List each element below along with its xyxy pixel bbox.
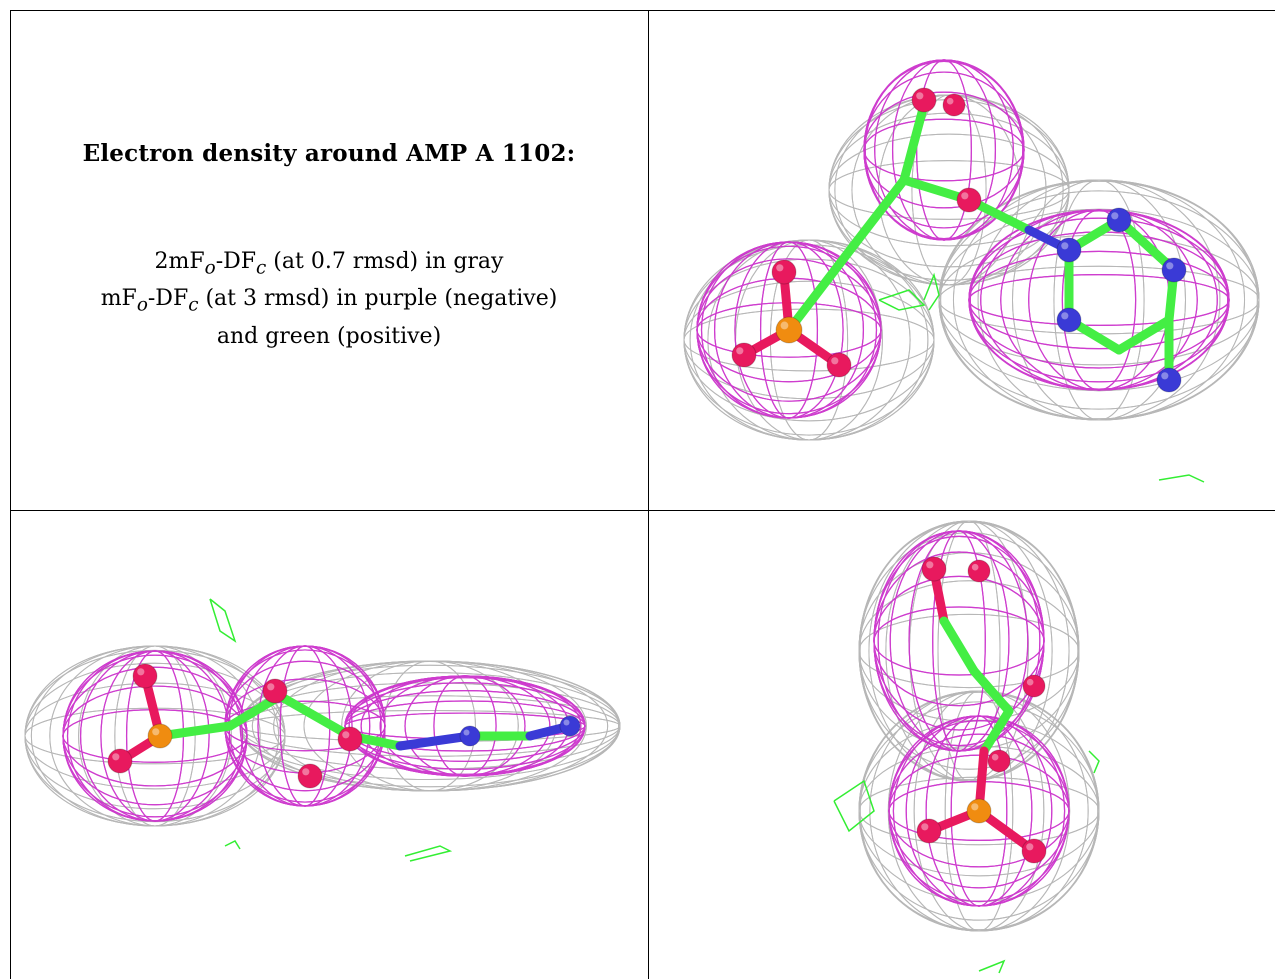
- legend-line-fofc: mFo-DFc (at 3 rmsd) in purple (negative): [10, 283, 648, 320]
- legend-2fofc-sub-o: o: [204, 257, 216, 279]
- atom-n3: [1056, 307, 1082, 333]
- bond-p-c5: [784, 240, 859, 335]
- legend-2fofc-mid: -DF: [215, 249, 257, 274]
- legend-2fofc-prefix: 2mF: [154, 249, 205, 274]
- border-left: [10, 10, 11, 979]
- density-view-side-icon: [24, 598, 621, 862]
- legend-line-2fofc: 2mFo-DFc (at 0.7 rmsd) in gray: [10, 246, 648, 283]
- legend-fofc-sub-o: o: [136, 294, 148, 316]
- purple-mesh-ribose: [863, 59, 1025, 241]
- purple-mesh-phosphate: [888, 715, 1070, 907]
- atom-o3: [921, 556, 947, 582]
- atom-o2p: [1021, 838, 1047, 864]
- atom-o4: [956, 187, 982, 213]
- gray-mesh-base: [938, 179, 1260, 421]
- atom-n1: [1161, 257, 1187, 283]
- atom-o1p: [132, 663, 158, 689]
- atom-o2p: [731, 342, 757, 368]
- atom-o3: [297, 763, 323, 789]
- view-side-cell: [10, 511, 648, 979]
- legend-fofc-mid: -DF: [147, 286, 189, 312]
- bond-c-c2: [969, 666, 1014, 716]
- legend-line-colors: and green (positive): [216, 323, 442, 349]
- view-front-cell: [649, 10, 1275, 510]
- atom-o4: [337, 726, 363, 752]
- bond-c-o: [979, 706, 1014, 756]
- bond-c4-c1: [275, 691, 355, 741]
- bond-c8-n1: [1114, 215, 1179, 275]
- border-top: [10, 10, 1275, 11]
- atom-phosphorus: [966, 798, 992, 824]
- purple-mesh-base: [968, 209, 1230, 391]
- bond-ring-a: [395, 731, 475, 751]
- atom-n7: [1106, 207, 1132, 233]
- atom-n7: [459, 725, 481, 747]
- purple-mesh-phosphate: [62, 650, 248, 822]
- atom-n6: [1156, 367, 1182, 393]
- atom-phosphorus: [775, 316, 803, 344]
- atom-o5: [987, 749, 1011, 773]
- green-blob-3: [224, 840, 241, 850]
- caption-title: Electron density around AMP A 1102:: [82, 140, 576, 167]
- atom-o1p: [916, 818, 942, 844]
- legend-fofc-suffix: (at 3 rmsd) in purple (negative): [198, 286, 558, 312]
- green-blob-1: [878, 289, 926, 311]
- green-blob-1: [833, 779, 875, 833]
- view-top-cell: [649, 511, 1275, 979]
- atom-n9: [1056, 237, 1082, 263]
- legend-2fofc-sub-c: c: [256, 257, 267, 279]
- green-blob-2: [923, 272, 940, 311]
- purple-mesh-ribose: [873, 530, 1045, 752]
- border-middle-horizontal: [10, 510, 1275, 511]
- green-blob-3: [978, 959, 1006, 974]
- purple-mesh-phosphate: [696, 241, 882, 419]
- density-view-front-icon: [683, 59, 1260, 483]
- atom-o4: [1022, 674, 1046, 698]
- bond-c5b-c6: [1114, 315, 1174, 355]
- legend-2fofc-suffix: (at 0.7 rmsd) in gray: [266, 249, 504, 274]
- atom-o2: [967, 559, 991, 583]
- green-blob-1: [209, 598, 237, 643]
- bond-c5-c4: [849, 175, 909, 250]
- atom-o3p: [826, 352, 852, 378]
- green-blob-2: [404, 845, 453, 862]
- atom-o3: [911, 87, 937, 113]
- atom-o2: [942, 93, 966, 117]
- density-view-top-icon: [833, 520, 1100, 974]
- green-blob-2: [1088, 750, 1100, 774]
- bond-c-c: [939, 616, 979, 676]
- atom-n1: [559, 715, 581, 737]
- caption-cell: Electron density around AMP A 1102: 2mFo…: [10, 10, 648, 510]
- caption-legend: 2mFo-DFc (at 0.7 rmsd) in gray mFo-DFc (…: [10, 246, 648, 352]
- atom-o5: [262, 678, 288, 704]
- legend-fofc-sub-c: c: [188, 294, 199, 316]
- legend-fofc-prefix: mF: [100, 286, 137, 312]
- atom-phosphorus: [147, 723, 173, 749]
- atom-o1p: [771, 259, 797, 285]
- green-blob-3: [1158, 474, 1205, 483]
- border-middle-vertical: [648, 10, 649, 979]
- atom-o2p: [107, 748, 133, 774]
- bond-c4-c3: [899, 100, 929, 185]
